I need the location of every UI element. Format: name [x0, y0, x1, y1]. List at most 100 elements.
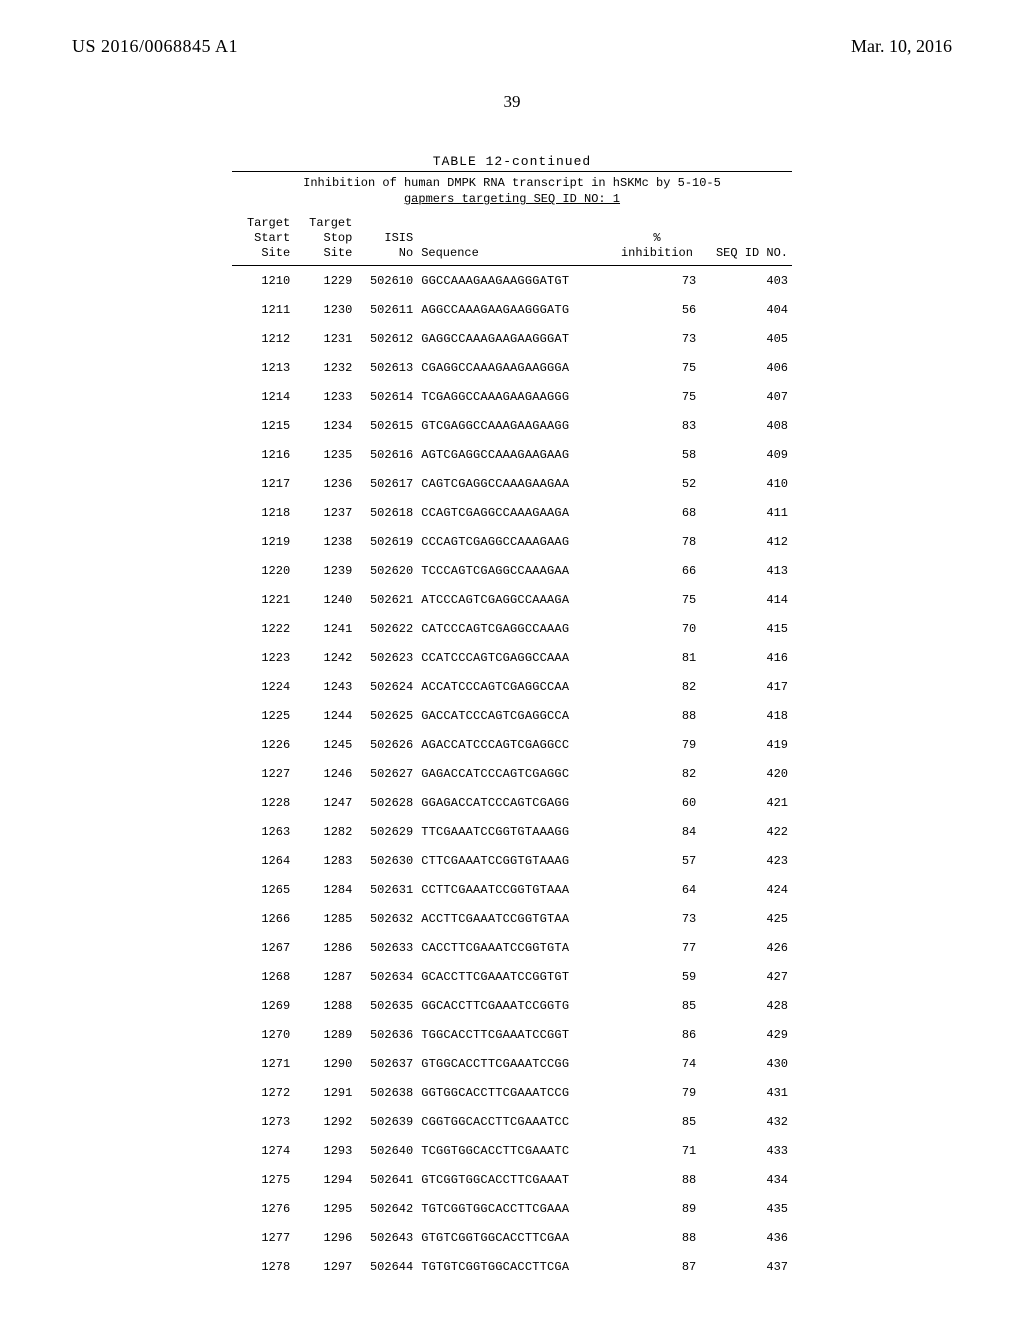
table-row: 12661285502632ACCTTCGAAATCCGGTGTAA73425 — [232, 904, 792, 933]
cell-sequence: GGTGGCACCTTCGAAATCCG — [417, 1078, 613, 1107]
cell-isis: 502617 — [356, 469, 417, 498]
table-row: 12751294502641GTCGGTGGCACCTTCGAAAT88434 — [232, 1165, 792, 1194]
cell-stop: 1239 — [294, 556, 356, 585]
cell-isis: 502638 — [356, 1078, 417, 1107]
cell-inhibition: 79 — [614, 730, 701, 759]
cell-sequence: CCAGTCGAGGCCAAAGAAGA — [417, 498, 613, 527]
cell-sequence: GGCACCTTCGAAATCCGGTG — [417, 991, 613, 1020]
cell-stop: 1288 — [294, 991, 356, 1020]
cell-seqid: 409 — [700, 440, 792, 469]
cell-inhibition: 88 — [614, 1223, 701, 1252]
cell-seqid: 427 — [700, 962, 792, 991]
cell-sequence: TCGGTGGCACCTTCGAAATC — [417, 1136, 613, 1165]
table-row: 12651284502631CCTTCGAAATCCGGTGTAAA64424 — [232, 875, 792, 904]
cell-stop: 1247 — [294, 788, 356, 817]
table-row: 12721291502638GGTGGCACCTTCGAAATCCG79431 — [232, 1078, 792, 1107]
cell-sequence: TGTGTCGGTGGCACCTTCGA — [417, 1252, 613, 1281]
cell-sequence: TTCGAAATCCGGTGTAAAGG — [417, 817, 613, 846]
cell-stop: 1292 — [294, 1107, 356, 1136]
cell-stop: 1245 — [294, 730, 356, 759]
table-row: 12131232502613CGAGGCCAAAGAAGAAGGGA75406 — [232, 353, 792, 382]
table-row: 12671286502633CACCTTCGAAATCCGGTGTA77426 — [232, 933, 792, 962]
cell-seqid: 428 — [700, 991, 792, 1020]
cell-stop: 1229 — [294, 266, 356, 296]
cell-stop: 1296 — [294, 1223, 356, 1252]
patent-page: US 2016/0068845 A1 Mar. 10, 2016 39 TABL… — [0, 0, 1024, 1320]
cell-seqid: 417 — [700, 672, 792, 701]
cell-stop: 1240 — [294, 585, 356, 614]
cell-sequence: CCATCCCAGTCGAGGCCAAA — [417, 643, 613, 672]
cell-start: 1215 — [232, 411, 294, 440]
table-row: 12271246502627GAGACCATCCCAGTCGAGGC82420 — [232, 759, 792, 788]
cell-seqid: 408 — [700, 411, 792, 440]
cell-inhibition: 89 — [614, 1194, 701, 1223]
cell-start: 1268 — [232, 962, 294, 991]
cell-seqid: 415 — [700, 614, 792, 643]
cell-seqid: 420 — [700, 759, 792, 788]
cell-inhibition: 88 — [614, 701, 701, 730]
cell-seqid: 418 — [700, 701, 792, 730]
col-header-isis: ISIS No — [356, 214, 417, 266]
cell-start: 1219 — [232, 527, 294, 556]
table-row: 12281247502628GGAGACCATCCCAGTCGAGG60421 — [232, 788, 792, 817]
cell-stop: 1244 — [294, 701, 356, 730]
cell-inhibition: 88 — [614, 1165, 701, 1194]
cell-isis: 502623 — [356, 643, 417, 672]
cell-start: 1221 — [232, 585, 294, 614]
cell-inhibition: 59 — [614, 962, 701, 991]
subcaption-line1: Inhibition of human DMPK RNA transcript … — [303, 176, 721, 190]
cell-stop: 1295 — [294, 1194, 356, 1223]
cell-start: 1212 — [232, 324, 294, 353]
cell-stop: 1241 — [294, 614, 356, 643]
cell-inhibition: 86 — [614, 1020, 701, 1049]
cell-isis: 502643 — [356, 1223, 417, 1252]
cell-seqid: 410 — [700, 469, 792, 498]
cell-sequence: GAGACCATCCCAGTCGAGGC — [417, 759, 613, 788]
cell-stop: 1283 — [294, 846, 356, 875]
cell-isis: 502620 — [356, 556, 417, 585]
cell-sequence: AGACCATCCCAGTCGAGGCC — [417, 730, 613, 759]
cell-seqid: 421 — [700, 788, 792, 817]
cell-start: 1266 — [232, 904, 294, 933]
cell-sequence: TCGAGGCCAAAGAAGAAGGG — [417, 382, 613, 411]
cell-start: 1270 — [232, 1020, 294, 1049]
cell-stop: 1233 — [294, 382, 356, 411]
cell-isis: 502611 — [356, 295, 417, 324]
cell-start: 1223 — [232, 643, 294, 672]
cell-sequence: AGTCGAGGCCAAAGAAGAAG — [417, 440, 613, 469]
cell-sequence: GTGGCACCTTCGAAATCCGG — [417, 1049, 613, 1078]
cell-isis: 502630 — [356, 846, 417, 875]
cell-isis: 502619 — [356, 527, 417, 556]
cell-start: 1226 — [232, 730, 294, 759]
cell-inhibition: 82 — [614, 672, 701, 701]
cell-isis: 502625 — [356, 701, 417, 730]
cell-start: 1265 — [232, 875, 294, 904]
cell-isis: 502632 — [356, 904, 417, 933]
table-row: 12221241502622CATCCCAGTCGAGGCCAAAG70415 — [232, 614, 792, 643]
cell-sequence: TGGCACCTTCGAAATCCGGT — [417, 1020, 613, 1049]
cell-start: 1220 — [232, 556, 294, 585]
cell-inhibition: 75 — [614, 585, 701, 614]
cell-inhibition: 71 — [614, 1136, 701, 1165]
cell-isis: 502624 — [356, 672, 417, 701]
cell-seqid: 435 — [700, 1194, 792, 1223]
cell-sequence: GGAGACCATCCCAGTCGAGG — [417, 788, 613, 817]
cell-inhibition: 87 — [614, 1252, 701, 1281]
cell-sequence: GGCCAAAGAAGAAGGGATGT — [417, 266, 613, 296]
table-row: 12111230502611AGGCCAAAGAAGAAGGGATG56404 — [232, 295, 792, 324]
cell-isis: 502635 — [356, 991, 417, 1020]
cell-inhibition: 84 — [614, 817, 701, 846]
cell-isis: 502641 — [356, 1165, 417, 1194]
cell-inhibition: 75 — [614, 353, 701, 382]
table-row: 12201239502620TCCCAGTCGAGGCCAAAGAA66413 — [232, 556, 792, 585]
cell-sequence: TGTCGGTGGCACCTTCGAAA — [417, 1194, 613, 1223]
cell-isis: 502644 — [356, 1252, 417, 1281]
cell-inhibition: 60 — [614, 788, 701, 817]
cell-start: 1278 — [232, 1252, 294, 1281]
cell-inhibition: 66 — [614, 556, 701, 585]
subcaption-line2: gapmers targeting SEQ ID NO: 1 — [404, 191, 620, 208]
cell-isis: 502633 — [356, 933, 417, 962]
cell-seqid: 433 — [700, 1136, 792, 1165]
table-caption: TABLE 12-continued — [232, 154, 792, 169]
cell-start: 1264 — [232, 846, 294, 875]
